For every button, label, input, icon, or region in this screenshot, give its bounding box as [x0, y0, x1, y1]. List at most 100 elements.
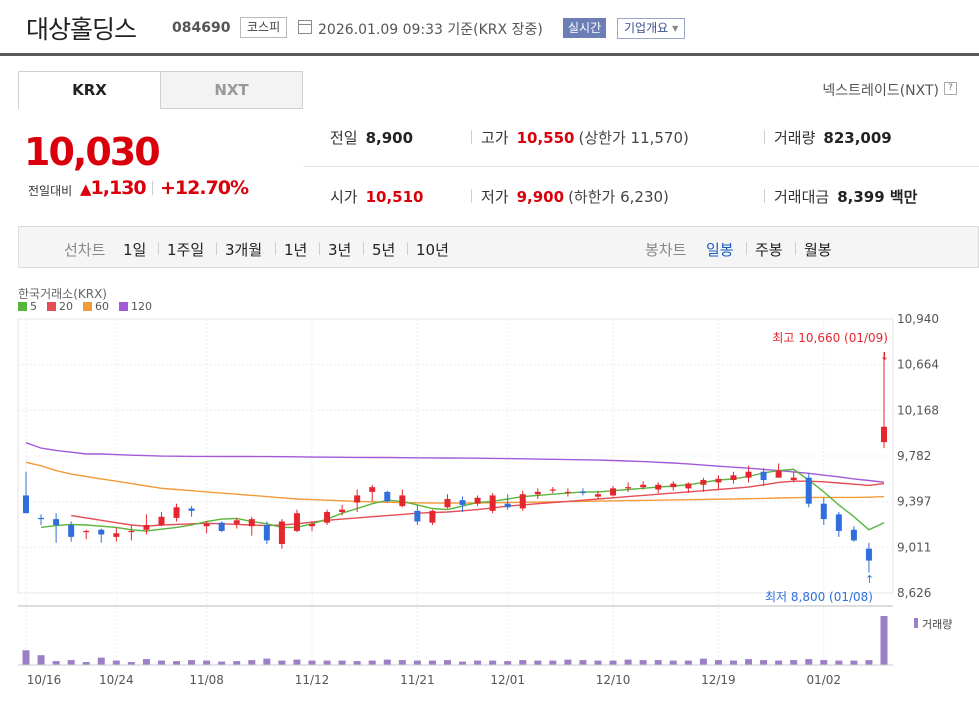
prev-close-value: 8,900 [365, 129, 414, 147]
volume-bar [654, 660, 662, 665]
volume-bar [549, 660, 557, 665]
candle-body [775, 470, 782, 478]
current-price: 10,030 [24, 130, 161, 174]
chart-period-toolbar: 선차트 1일 1주일 3개월 1년 3년 5년 10년 봉차트 일봉 주봉 월봉 [18, 226, 979, 268]
divider [275, 242, 276, 255]
volume-bar [353, 661, 361, 665]
low-annotation: 최저 8,800 (01/08) [765, 590, 873, 604]
candle-body [549, 489, 556, 491]
nextrade-link[interactable]: 넥스트레이드(NXT) [822, 83, 939, 99]
candle-body [805, 477, 812, 504]
candle-chart-label: 봉차트 [645, 241, 687, 259]
candle-body [218, 522, 225, 531]
candle-daily[interactable]: 일봉 [706, 241, 734, 259]
divider [158, 242, 159, 255]
candle-body [610, 488, 617, 496]
candle-body [534, 491, 541, 495]
period-1y[interactable]: 1년 [284, 241, 308, 259]
volume-bar [850, 660, 858, 665]
volume-bar [218, 661, 226, 665]
x-tick-label: 11/08 [189, 673, 224, 687]
candle-body [670, 483, 677, 488]
low-label: 저가 [481, 188, 509, 206]
volume-bar [729, 660, 737, 665]
candle-body [414, 510, 421, 522]
period-1w[interactable]: 1주일 [167, 241, 205, 259]
volume-bar [624, 659, 632, 665]
volume-bar [639, 660, 647, 665]
volume-bar [398, 660, 406, 665]
candle-body [579, 491, 586, 494]
candle-body [820, 503, 827, 520]
trade-amount: 거래대금 8,399 백만 [774, 186, 917, 207]
period-3m[interactable]: 3개월 [225, 241, 263, 259]
volume-bar [203, 660, 211, 665]
y-tick-label: 9,782 [897, 449, 931, 463]
candle-monthly[interactable]: 월봉 [804, 241, 832, 259]
tab-nxt[interactable]: NXT [160, 71, 303, 109]
divider [764, 189, 765, 203]
divider [795, 242, 796, 255]
volume-bar [278, 660, 286, 665]
candle-body [173, 507, 180, 518]
calendar-icon [298, 20, 312, 34]
volume-bar [293, 659, 301, 665]
candle-body [745, 471, 752, 478]
volume: 거래량 823,009 [774, 127, 892, 148]
stock-code: 084690 [172, 20, 231, 36]
volume-bar [82, 662, 90, 665]
candle-body [309, 523, 315, 527]
candle-body [263, 525, 270, 541]
volume-bar [37, 655, 45, 665]
candle-body [474, 497, 481, 504]
candle-body [23, 495, 29, 514]
legend-label: 20 [59, 300, 73, 313]
volume-bar [579, 660, 587, 665]
up-arrow-icon: ↑ [865, 573, 874, 586]
candle-body [564, 491, 571, 493]
period-3y[interactable]: 3년 [328, 241, 352, 259]
divider [471, 189, 472, 203]
period-10y[interactable]: 10년 [416, 241, 449, 259]
candle-body [384, 491, 391, 502]
period-5y[interactable]: 5년 [372, 241, 396, 259]
divider [303, 166, 979, 167]
divider [216, 242, 217, 255]
upper-limit: (상한가 11,570) [578, 129, 689, 147]
legend-swatch [83, 302, 92, 311]
candle-body [730, 475, 737, 481]
volume-bar [684, 660, 692, 665]
volume-bar [865, 660, 873, 665]
tab-krx[interactable]: KRX [18, 71, 161, 109]
low-value: 9,900 [516, 188, 565, 206]
y-tick-label: 9,397 [897, 495, 931, 509]
candle-body [685, 483, 692, 489]
candle-body [113, 533, 120, 537]
stock-name: 대상홀딩스 [26, 15, 137, 44]
divider [764, 130, 765, 144]
volume-bar [52, 661, 60, 665]
candle-body [158, 516, 165, 526]
ma60-line [25, 461, 885, 504]
candle-body [850, 529, 857, 541]
candle-weekly[interactable]: 주봉 [755, 241, 783, 259]
y-tick-label: 8,626 [897, 586, 931, 600]
volume-bar [383, 659, 391, 665]
candle-body [339, 509, 346, 513]
trade-amount-label: 거래대금 [774, 188, 830, 206]
volume-bar [760, 660, 768, 665]
period-1d[interactable]: 1일 [123, 241, 147, 259]
down-arrow-icon: ↓ [880, 350, 889, 363]
help-icon[interactable]: ? [944, 82, 957, 95]
candle-body [790, 477, 797, 481]
x-tick-label: 12/10 [596, 673, 631, 687]
candle-body [489, 495, 496, 511]
company-overview-button[interactable]: 기업개요 ▼ [617, 18, 686, 39]
volume-bar [22, 650, 30, 665]
volume-bar [880, 616, 888, 665]
realtime-badge[interactable]: 실시간 [563, 18, 607, 38]
volume-bar [564, 659, 572, 665]
volume-value: 823,009 [823, 129, 892, 147]
divider [363, 242, 364, 255]
